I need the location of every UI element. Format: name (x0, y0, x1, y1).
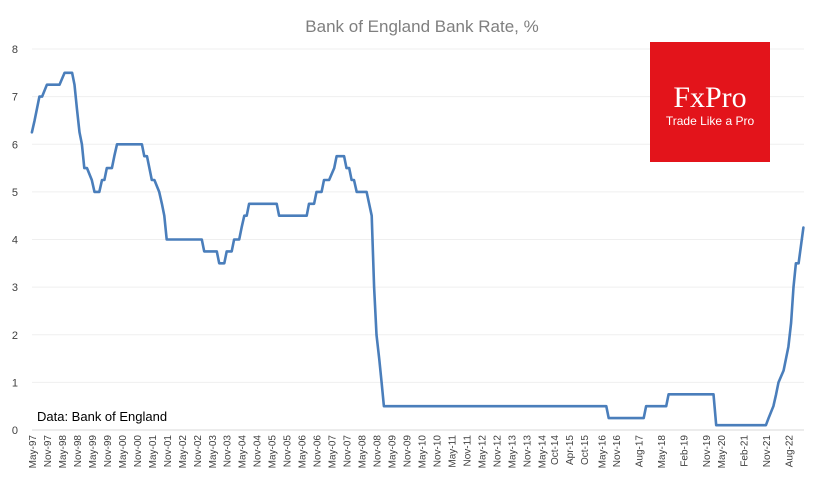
x-tick-label: May-18 (657, 435, 668, 469)
x-tick-label: Nov-13 (522, 435, 533, 468)
x-tick-label: Feb-19 (680, 435, 691, 467)
x-tick-label: Nov-16 (612, 435, 623, 468)
x-tick-label: May-97 (28, 435, 39, 469)
x-tick-label: Nov-09 (403, 435, 414, 468)
x-tick-label: May-02 (178, 435, 189, 469)
x-tick-label: Nov-19 (702, 435, 713, 468)
x-tick-label: May-04 (238, 435, 249, 469)
x-tick-label: Nov-97 (43, 435, 54, 468)
gridlines (32, 48, 804, 431)
x-tick-label: May-03 (208, 435, 219, 469)
x-tick-label: May-00 (118, 435, 129, 469)
x-tick-label: Oct-15 (580, 435, 591, 465)
x-tick-label: Nov-02 (193, 435, 204, 468)
x-tick-label: May-12 (477, 435, 488, 469)
y-tick-label: 4 (12, 235, 18, 247)
x-tick-label: Nov-04 (253, 435, 264, 468)
x-tick-label: Nov-00 (133, 435, 144, 468)
source-note: Data: Bank of England (37, 409, 167, 424)
y-tick-label: 2 (12, 330, 18, 342)
x-tick-label: May-09 (388, 435, 399, 469)
x-tick-label: Feb-21 (740, 435, 751, 467)
y-tick-label: 7 (12, 92, 18, 104)
logo-background (650, 42, 770, 162)
x-tick-label: May-99 (88, 435, 99, 469)
x-tick-label: Nov-07 (343, 435, 354, 468)
logo-tagline: Trade Like a Pro (666, 114, 755, 128)
x-tick-label: May-13 (507, 435, 518, 469)
x-tick-label: May-08 (358, 435, 369, 469)
y-axis-ticks: 0 1 2 3 4 5 6 7 8 (12, 44, 18, 437)
x-tick-label: Nov-21 (762, 435, 773, 468)
y-tick-label: 3 (12, 282, 18, 294)
x-tick-label: May-20 (717, 435, 728, 469)
x-tick-label: Nov-98 (73, 435, 84, 468)
logo-wordmark: FxPro (673, 81, 746, 114)
x-tick-label: Nov-10 (432, 435, 443, 468)
y-tick-label: 8 (12, 44, 18, 56)
x-tick-label: May-98 (58, 435, 69, 469)
x-tick-label: Nov-12 (492, 435, 503, 468)
x-tick-label: May-11 (447, 435, 458, 468)
x-tick-label: Apr-15 (565, 435, 576, 465)
y-tick-label: 0 (12, 425, 18, 437)
x-tick-label: May-14 (537, 435, 548, 469)
series-layer (30, 71, 805, 427)
x-tick-label: May-16 (597, 435, 608, 469)
x-tick-label: Nov-03 (223, 435, 234, 468)
x-tick-label: Aug-17 (635, 435, 646, 468)
x-tick-label: May-01 (148, 435, 159, 469)
x-tick-label: Aug-22 (785, 435, 796, 468)
x-tick-label: Nov-08 (373, 435, 384, 468)
x-axis-ticks: May-97 Nov-97 May-98 Nov-98 May-99 Nov-99 May-… (28, 435, 796, 469)
x-tick-label: May-07 (328, 435, 339, 469)
fxpro-logo: FxPro Trade Like a Pro (650, 42, 770, 162)
x-tick-label: May-06 (298, 435, 309, 469)
x-tick-label: Nov-11 (462, 435, 473, 467)
y-tick-label: 5 (12, 187, 18, 199)
chart-title: Bank of England Bank Rate, % (305, 17, 538, 36)
y-tick-label: 1 (12, 377, 18, 389)
x-tick-label: Nov-01 (163, 435, 174, 468)
series-line-bank-rate (30, 71, 805, 427)
x-tick-label: May-05 (268, 435, 279, 469)
x-tick-label: Oct-14 (550, 435, 561, 465)
x-tick-label: Nov-06 (313, 435, 324, 468)
x-tick-label: May-10 (417, 435, 428, 469)
x-tick-label: Nov-05 (283, 435, 294, 468)
x-tick-label: Nov-99 (103, 435, 114, 468)
y-tick-label: 6 (12, 139, 18, 151)
